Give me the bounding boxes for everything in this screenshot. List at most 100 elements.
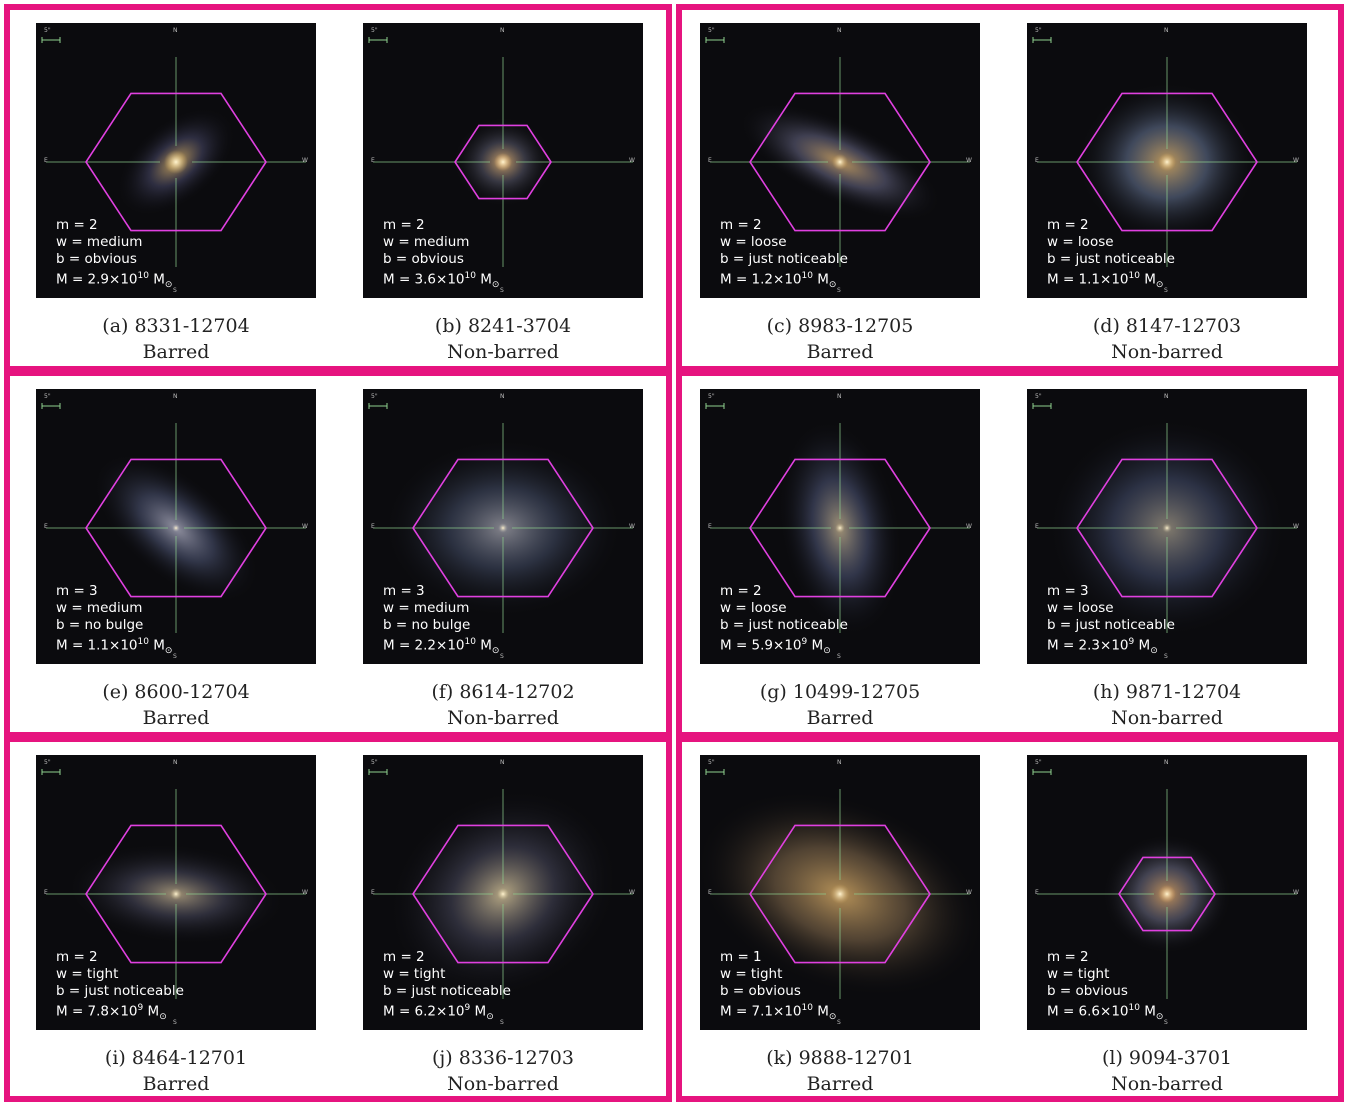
scale-bar bbox=[1032, 403, 1052, 409]
stat-b: b = obvious bbox=[720, 983, 801, 999]
compass-south: S bbox=[173, 1019, 177, 1026]
compass-scale-label: 5" bbox=[371, 27, 378, 34]
stat-m: m = 2 bbox=[56, 949, 98, 965]
galaxy-bulge bbox=[172, 524, 180, 532]
figure-caption: (c) 8983-12705 Barred bbox=[680, 313, 1000, 365]
compass-west: W bbox=[1293, 889, 1299, 896]
figure-caption: (e) 8600-12704 Barred bbox=[16, 679, 336, 731]
compass-west: W bbox=[1293, 523, 1299, 530]
figure-caption: (l) 9094-3701 Non-barred bbox=[1007, 1045, 1327, 1097]
compass-north: N bbox=[837, 27, 842, 34]
stat-w: w = loose bbox=[720, 234, 787, 250]
ifu-hexagon bbox=[85, 458, 267, 598]
caption-class: Non-barred bbox=[447, 341, 559, 363]
compass-east: E bbox=[708, 157, 712, 164]
stat-b: b = just noticeable bbox=[720, 251, 848, 267]
caption-id: (d) 8147-12703 bbox=[1092, 315, 1242, 337]
compass-south: S bbox=[1164, 653, 1168, 660]
stat-m: m = 1 bbox=[720, 949, 762, 965]
compass-scale-label: 5" bbox=[44, 27, 51, 34]
stat-m: m = 2 bbox=[1047, 217, 1089, 233]
compass-south: S bbox=[837, 287, 841, 294]
scale-bar bbox=[368, 769, 388, 775]
compass-south: S bbox=[173, 287, 177, 294]
group-box-6 bbox=[676, 736, 1344, 1102]
caption-class: Non-barred bbox=[1111, 1073, 1223, 1095]
caption-class: Non-barred bbox=[447, 707, 559, 729]
stat-m: m = 2 bbox=[1047, 949, 1089, 965]
compass-scale-label: 5" bbox=[371, 393, 378, 400]
caption-class: Barred bbox=[142, 341, 210, 363]
ifu-hexagon bbox=[412, 458, 594, 598]
scale-bar bbox=[705, 769, 725, 775]
galaxy-svg bbox=[700, 769, 980, 999]
compass-north: N bbox=[500, 759, 505, 766]
compass-scale-label: 5" bbox=[1035, 393, 1042, 400]
scale-bar bbox=[41, 403, 61, 409]
caption-id: (f) 8614-12702 bbox=[431, 681, 575, 703]
compass-east: E bbox=[1035, 889, 1039, 896]
caption-id: (b) 8241-3704 bbox=[434, 315, 572, 337]
stat-b: b = just noticeable bbox=[720, 617, 848, 633]
galaxy-svg bbox=[1032, 769, 1297, 999]
stat-mass: M = 6.6×1010 M⊙ bbox=[1047, 1003, 1164, 1023]
compass-west: W bbox=[1293, 157, 1299, 164]
compass-west: W bbox=[966, 157, 972, 164]
compass-east: E bbox=[44, 523, 48, 530]
scale-bar bbox=[41, 37, 61, 43]
stat-w: w = loose bbox=[1047, 234, 1114, 250]
compass-north: N bbox=[837, 759, 842, 766]
compass-north: N bbox=[837, 393, 842, 400]
galaxy-svg bbox=[1032, 37, 1297, 267]
caption-id: (a) 8331-12704 bbox=[102, 315, 250, 337]
compass-west: W bbox=[629, 889, 635, 896]
compass-east: E bbox=[44, 157, 48, 164]
compass-north: N bbox=[173, 759, 178, 766]
stat-w: w = tight bbox=[720, 966, 783, 982]
compass-south: S bbox=[837, 1019, 841, 1026]
compass-south: S bbox=[837, 653, 841, 660]
galaxy-bulge bbox=[164, 150, 188, 174]
figure-caption: (d) 8147-12703 Non-barred bbox=[1007, 313, 1327, 365]
galaxy-bulge bbox=[1158, 885, 1176, 903]
group-box-3 bbox=[4, 370, 672, 738]
ifu-hexagon bbox=[1076, 458, 1258, 598]
stat-mass: M = 1.1×1010 M⊙ bbox=[56, 637, 173, 657]
ifu-hexagon bbox=[454, 124, 552, 200]
compass-north: N bbox=[173, 27, 178, 34]
figure-caption: (i) 8464-12701 Barred bbox=[16, 1045, 336, 1097]
stat-b: b = just noticeable bbox=[1047, 617, 1175, 633]
scale-bar bbox=[368, 403, 388, 409]
stat-b: b = no bulge bbox=[56, 617, 144, 633]
stat-m: m = 3 bbox=[1047, 583, 1089, 599]
figure-caption: (h) 9871-12704 Non-barred bbox=[1007, 679, 1327, 731]
scale-bar bbox=[368, 37, 388, 43]
figure-caption: (j) 8336-12703 Non-barred bbox=[343, 1045, 663, 1097]
compass-south: S bbox=[173, 653, 177, 660]
group-box-4 bbox=[676, 370, 1344, 738]
stat-mass: M = 1.1×1010 M⊙ bbox=[1047, 271, 1164, 291]
caption-class: Barred bbox=[806, 1073, 874, 1095]
caption-id: (h) 9871-12704 bbox=[1092, 681, 1242, 703]
group-box-1 bbox=[4, 4, 672, 372]
compass-west: W bbox=[966, 523, 972, 530]
compass-scale-label: 5" bbox=[708, 759, 715, 766]
stat-w: w = medium bbox=[383, 600, 470, 616]
galaxy-svg bbox=[41, 403, 306, 633]
galaxy-svg bbox=[1032, 403, 1297, 638]
stat-w: w = medium bbox=[56, 234, 143, 250]
stat-mass: M = 3.6×1010 M⊙ bbox=[383, 271, 500, 291]
compass-west: W bbox=[302, 523, 308, 530]
figure-caption: (g) 10499-12705 Barred bbox=[680, 679, 1000, 731]
galaxy-svg bbox=[41, 37, 306, 267]
stat-w: w = loose bbox=[1047, 600, 1114, 616]
